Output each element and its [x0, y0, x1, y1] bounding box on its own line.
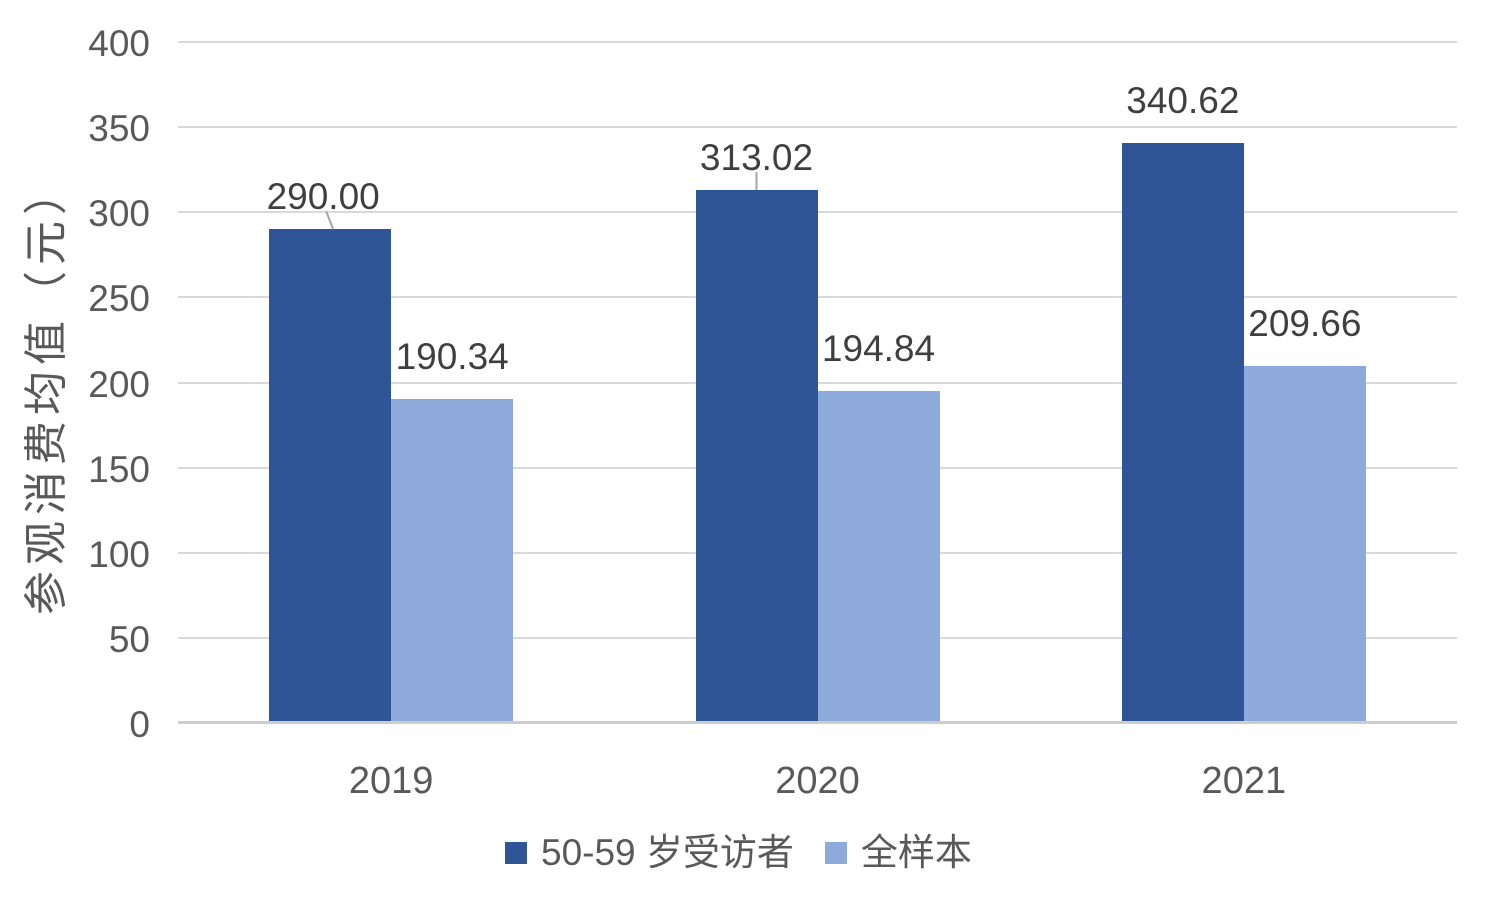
legend-label: 全样本 [860, 832, 972, 873]
gridline-400 [178, 41, 1457, 43]
x-axis-line [178, 721, 1457, 724]
gridline-250 [178, 296, 1457, 299]
bar-series1-2019 [391, 398, 514, 723]
y-tick-350: 350 [88, 108, 150, 150]
y-tick-150: 150 [88, 448, 150, 490]
bar-series0-2019 [269, 229, 392, 723]
y-tick-100: 100 [88, 533, 150, 575]
legend-swatch-icon [505, 842, 527, 864]
gridline-350 [178, 126, 1457, 129]
y-tick-0: 0 [129, 704, 150, 745]
bar-label-series0-2020: 313.02 [699, 137, 814, 179]
bar-series1-2020 [817, 391, 940, 723]
y-tick-400: 400 [88, 23, 150, 64]
gridline-300 [178, 211, 1457, 214]
legend-item-series1: 全样本 [824, 831, 972, 875]
y-tick-250: 250 [88, 278, 150, 320]
bar-label-series1-2021: 209.66 [1248, 303, 1362, 345]
bar-label-series0-2019: 290.00 [266, 176, 380, 218]
bar-series0-2021 [1121, 143, 1244, 723]
x-tick-2021: 2021 [1201, 760, 1287, 802]
bar-label-series0-2021: 340.62 [1126, 80, 1240, 122]
gridline-200 [178, 381, 1457, 384]
legend-label: 50-59 岁受访者 [541, 832, 794, 873]
x-tick-2019: 2019 [348, 760, 434, 802]
y-tick-50: 50 [108, 618, 150, 660]
bar-label-series1-2020: 194.84 [821, 328, 936, 370]
bar-series0-2020 [695, 190, 818, 723]
legend: 50-59 岁受访者 全样本 [505, 830, 972, 876]
bar-label-series1-2019: 190.34 [395, 335, 509, 377]
legend-swatch-icon [824, 842, 847, 864]
x-tick-2020: 2020 [775, 760, 860, 802]
bar-series1-2021 [1243, 366, 1366, 723]
legend-item-series0: 50-59 岁受访者 [505, 831, 794, 875]
plot-area: 290.00 190.34 313.02 194.84 340.62 209.66 [178, 41, 1457, 724]
y-tick-200: 200 [88, 363, 150, 405]
y-tick-300: 300 [88, 193, 150, 235]
